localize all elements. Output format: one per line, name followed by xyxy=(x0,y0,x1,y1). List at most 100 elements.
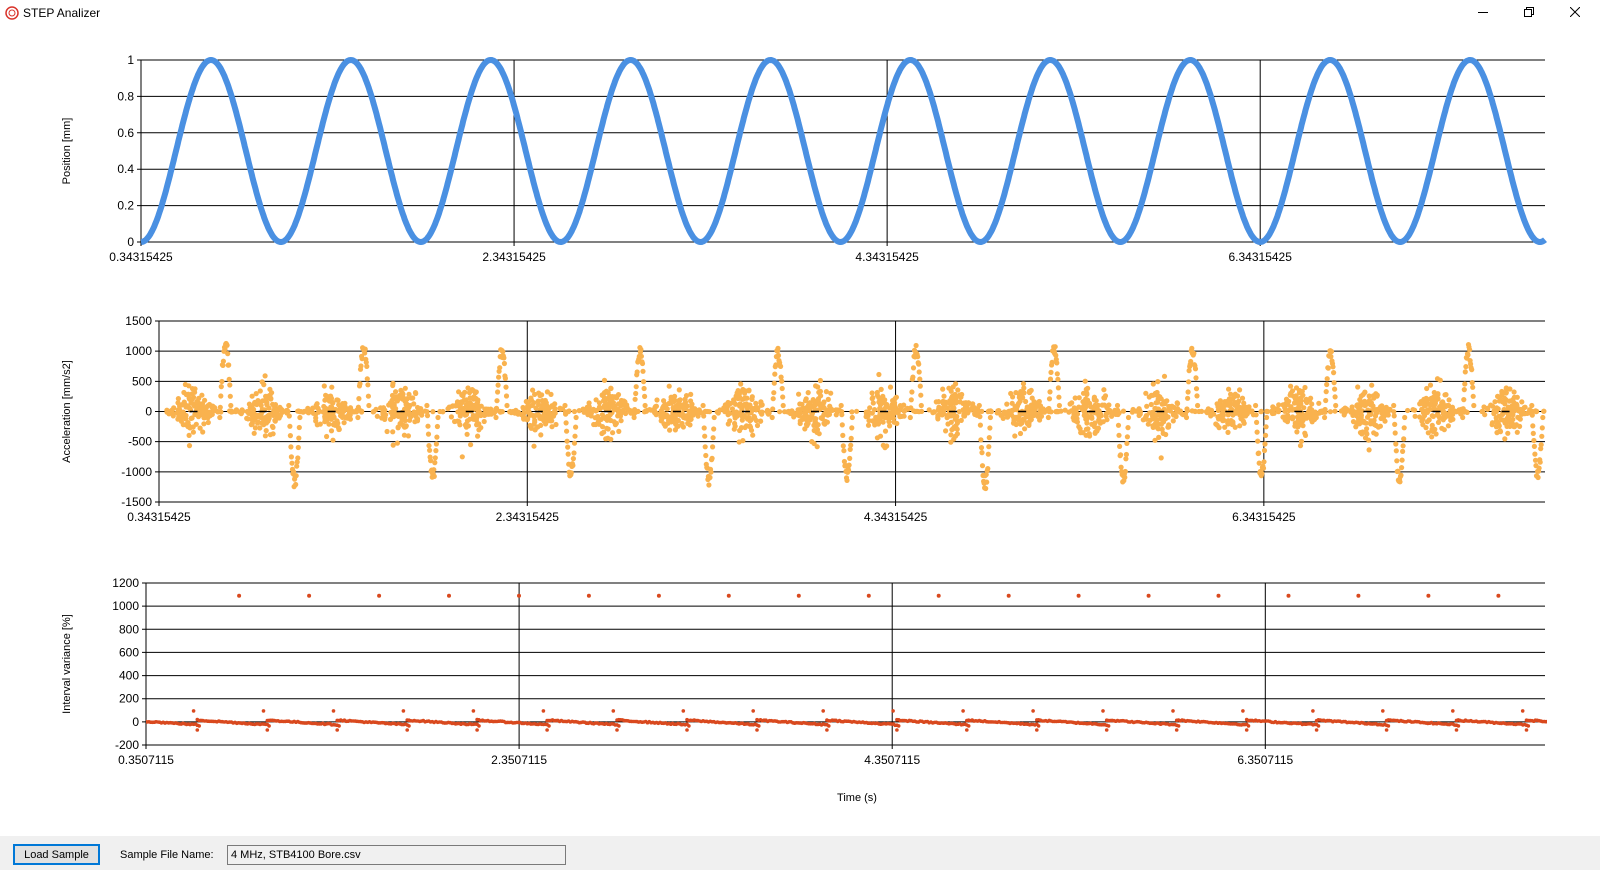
acceleration-point xyxy=(640,368,646,374)
acceleration-point xyxy=(1559,413,1564,418)
acceleration-point xyxy=(470,406,476,412)
acceleration-point xyxy=(633,390,639,397)
interval-point xyxy=(195,728,200,732)
acceleration-point xyxy=(1515,414,1521,420)
acceleration-point xyxy=(511,409,517,415)
acceleration-point xyxy=(359,408,365,414)
acceleration-point xyxy=(475,433,481,439)
acceleration-point xyxy=(251,411,257,417)
acceleration-point xyxy=(757,418,764,424)
window-title: STEP Analizer xyxy=(23,6,101,20)
acceleration-point xyxy=(1569,435,1574,440)
acceleration-point xyxy=(384,428,390,435)
acceleration-point xyxy=(267,386,273,392)
interval-outlier-point xyxy=(1426,593,1431,598)
acceleration-point xyxy=(805,390,811,396)
interval-point xyxy=(1562,720,1566,724)
load-sample-button[interactable]: Load Sample xyxy=(13,844,100,865)
acceleration-point xyxy=(190,429,196,435)
acceleration-point xyxy=(1332,408,1338,414)
acceleration-point xyxy=(227,393,233,399)
acceleration-point xyxy=(750,407,756,413)
acceleration-point xyxy=(1159,426,1165,432)
acceleration-point xyxy=(593,397,599,403)
acceleration-point xyxy=(1072,395,1078,401)
acceleration-point xyxy=(1564,419,1569,424)
sample-file-name-field[interactable] xyxy=(227,845,566,865)
interval-point xyxy=(1544,719,1547,724)
acceleration-point xyxy=(1185,389,1191,395)
acceleration-point xyxy=(1575,390,1580,395)
acceleration-point xyxy=(1460,414,1466,421)
acceleration-point xyxy=(874,435,881,441)
acceleration-point xyxy=(1173,406,1179,412)
acceleration-point xyxy=(1217,398,1223,404)
acceleration-point xyxy=(225,351,231,357)
acceleration-point xyxy=(1530,423,1536,429)
acceleration-point xyxy=(688,391,694,397)
interval-point xyxy=(685,728,689,732)
acceleration-point xyxy=(1253,412,1259,418)
interval-point xyxy=(1588,723,1592,727)
acceleration-point xyxy=(553,421,559,428)
acceleration-point xyxy=(916,361,922,367)
acceleration-point xyxy=(344,415,350,421)
acceleration-point xyxy=(1045,414,1051,421)
acceleration-point xyxy=(985,466,991,472)
close-button[interactable] xyxy=(1552,0,1598,24)
acceleration-point xyxy=(918,392,924,398)
acceleration-point xyxy=(1304,399,1310,406)
acceleration-point xyxy=(1073,418,1079,424)
acceleration-point xyxy=(1519,399,1525,405)
acceleration-point xyxy=(495,389,501,395)
acceleration-point xyxy=(910,374,916,380)
acceleration-point xyxy=(253,391,259,397)
acceleration-point xyxy=(633,384,639,390)
acceleration-point xyxy=(770,396,776,402)
acceleration-point xyxy=(1054,408,1060,414)
acceleration-point xyxy=(701,425,707,431)
acceleration-point xyxy=(1331,370,1337,376)
minimize-button[interactable] xyxy=(1460,0,1506,24)
acceleration-point xyxy=(1298,395,1304,401)
x-tick-label: 0.34315425 xyxy=(127,510,191,524)
acceleration-point xyxy=(355,414,361,421)
acceleration-point xyxy=(1572,415,1577,420)
acceleration-point xyxy=(291,469,297,475)
acceleration-point xyxy=(1357,430,1364,436)
acceleration-point xyxy=(979,450,985,456)
acceleration-point xyxy=(839,412,845,418)
acceleration-point xyxy=(497,365,503,371)
acceleration-point xyxy=(217,414,223,421)
acceleration-point xyxy=(1235,393,1241,399)
acceleration-point xyxy=(286,413,292,419)
acceleration-point xyxy=(182,381,188,388)
interval-outlier-point xyxy=(726,593,731,598)
acceleration-point xyxy=(563,411,569,417)
acceleration-point xyxy=(816,431,822,437)
acceleration-point xyxy=(501,360,507,367)
acceleration-point xyxy=(1566,379,1571,384)
acceleration-point xyxy=(817,388,824,394)
acceleration-point xyxy=(1324,381,1330,388)
interval-point xyxy=(1553,721,1557,725)
acceleration-point xyxy=(641,385,647,392)
acceleration-point xyxy=(1010,407,1016,413)
acceleration-point xyxy=(532,427,538,433)
acceleration-point xyxy=(1323,397,1329,404)
acceleration-point xyxy=(1185,395,1191,401)
acceleration-point xyxy=(295,444,301,451)
acceleration-point xyxy=(711,426,717,432)
acceleration-point xyxy=(1177,408,1183,414)
acceleration-point xyxy=(865,413,871,419)
acceleration-point xyxy=(1490,403,1496,409)
acceleration-point xyxy=(835,407,841,413)
interval-outlier-point xyxy=(1006,593,1011,598)
acceleration-point xyxy=(1260,465,1267,471)
acceleration-point xyxy=(387,416,394,422)
restore-button[interactable] xyxy=(1506,0,1552,24)
acceleration-point xyxy=(1569,427,1574,432)
acceleration-point xyxy=(638,346,644,353)
acceleration-point xyxy=(828,390,834,396)
acceleration-point xyxy=(1161,373,1168,379)
